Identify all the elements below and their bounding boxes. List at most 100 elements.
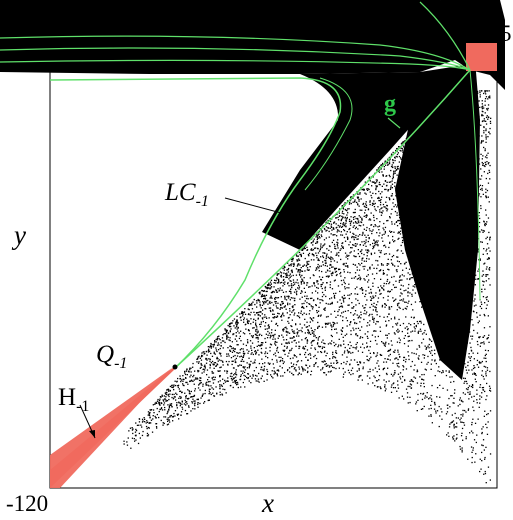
scatter-point bbox=[470, 283, 473, 286]
scatter-point bbox=[209, 367, 211, 369]
scatter-point bbox=[452, 438, 455, 440]
scatter-point bbox=[302, 346, 305, 348]
scatter-point bbox=[290, 362, 292, 364]
scatter-point bbox=[345, 219, 347, 221]
scatter-point bbox=[273, 286, 275, 288]
scatter-point bbox=[275, 305, 277, 307]
scatter-point bbox=[449, 232, 451, 234]
scatter-point bbox=[474, 461, 476, 463]
scatter-point bbox=[164, 409, 166, 411]
scatter-point bbox=[250, 382, 252, 384]
scatter-point bbox=[460, 236, 462, 238]
scatter-point bbox=[440, 194, 442, 197]
scatter-point bbox=[277, 325, 279, 327]
scatter-point bbox=[462, 439, 464, 441]
scatter-point bbox=[359, 279, 361, 281]
scatter-point bbox=[455, 100, 457, 102]
scatter-point bbox=[185, 377, 187, 379]
scatter-point bbox=[376, 179, 378, 181]
scatter-point bbox=[469, 288, 471, 291]
scatter-point bbox=[127, 437, 129, 439]
scatter-point bbox=[230, 384, 232, 387]
scatter-point bbox=[438, 168, 440, 170]
scatter-point bbox=[276, 341, 278, 343]
scatter-point bbox=[428, 415, 430, 417]
scatter-point bbox=[369, 340, 372, 342]
scatter-point bbox=[397, 256, 399, 258]
scatter-point bbox=[305, 356, 307, 358]
scatter-point bbox=[167, 417, 169, 419]
scatter-point bbox=[418, 358, 420, 360]
scatter-point bbox=[326, 253, 328, 255]
scatter-point bbox=[314, 347, 316, 349]
scatter-point bbox=[397, 387, 400, 389]
scatter-point bbox=[361, 259, 363, 261]
scatter-point bbox=[271, 370, 273, 372]
scatter-point bbox=[446, 143, 448, 145]
scatter-point bbox=[182, 378, 184, 380]
scatter-point bbox=[318, 336, 321, 338]
scatter-point bbox=[400, 227, 402, 229]
scatter-point bbox=[456, 323, 458, 325]
scatter-point bbox=[270, 374, 272, 376]
scatter-point bbox=[418, 320, 421, 323]
scatter-point bbox=[221, 393, 223, 395]
scatter-point bbox=[234, 327, 236, 329]
scatter-point bbox=[358, 198, 360, 201]
scatter-point bbox=[414, 273, 416, 276]
scatter-point bbox=[383, 222, 385, 225]
scatter-point bbox=[400, 143, 403, 145]
scatter-point bbox=[479, 345, 481, 347]
scatter-point bbox=[334, 267, 336, 270]
scatter-point bbox=[465, 234, 467, 237]
scatter-point bbox=[377, 206, 379, 208]
scatter-point bbox=[469, 320, 471, 322]
scatter-point bbox=[416, 135, 418, 137]
scatter-point bbox=[373, 330, 376, 332]
scatter-point bbox=[475, 143, 477, 145]
scatter-point bbox=[474, 298, 476, 300]
scatter-point bbox=[474, 209, 476, 211]
scatter-point bbox=[374, 208, 376, 210]
scatter-point bbox=[259, 291, 261, 293]
scatter-point bbox=[437, 313, 439, 315]
scatter-point bbox=[287, 331, 289, 333]
scatter-point bbox=[330, 256, 332, 258]
scatter-point bbox=[288, 367, 291, 369]
scatter-point bbox=[302, 347, 304, 349]
scatter-point bbox=[252, 335, 254, 337]
scatter-point bbox=[379, 269, 381, 272]
scatter-point bbox=[372, 382, 374, 384]
scatter-point bbox=[456, 114, 459, 116]
scatter-point bbox=[480, 342, 482, 344]
scatter-point bbox=[453, 155, 455, 157]
scatter-point bbox=[194, 390, 196, 392]
scatter-point bbox=[384, 358, 386, 360]
scatter-point bbox=[477, 118, 480, 121]
scatter-point bbox=[205, 357, 207, 360]
scatter-point bbox=[400, 263, 402, 265]
scatter-point bbox=[336, 235, 338, 237]
scatter-point bbox=[366, 345, 369, 348]
scatter-point bbox=[441, 199, 443, 201]
scatter-point bbox=[150, 419, 153, 421]
scatter-point bbox=[445, 362, 447, 364]
scatter-point bbox=[343, 229, 345, 231]
scatter-point bbox=[241, 312, 243, 314]
scatter-point bbox=[396, 167, 399, 170]
scatter-point bbox=[341, 354, 344, 356]
scatter-point bbox=[396, 194, 398, 196]
scatter-point bbox=[184, 373, 187, 376]
scatter-point bbox=[330, 343, 332, 345]
scatter-point bbox=[427, 193, 430, 195]
scatter-point bbox=[433, 277, 435, 279]
scatter-point bbox=[310, 305, 312, 307]
scatter-point bbox=[361, 189, 363, 191]
scatter-point bbox=[270, 310, 272, 313]
scatter-point bbox=[207, 349, 210, 352]
scatter-point bbox=[460, 414, 462, 416]
scatter-point bbox=[265, 347, 267, 349]
scatter-point bbox=[484, 262, 486, 264]
scatter-point bbox=[476, 316, 478, 318]
scatter-point bbox=[381, 164, 383, 166]
